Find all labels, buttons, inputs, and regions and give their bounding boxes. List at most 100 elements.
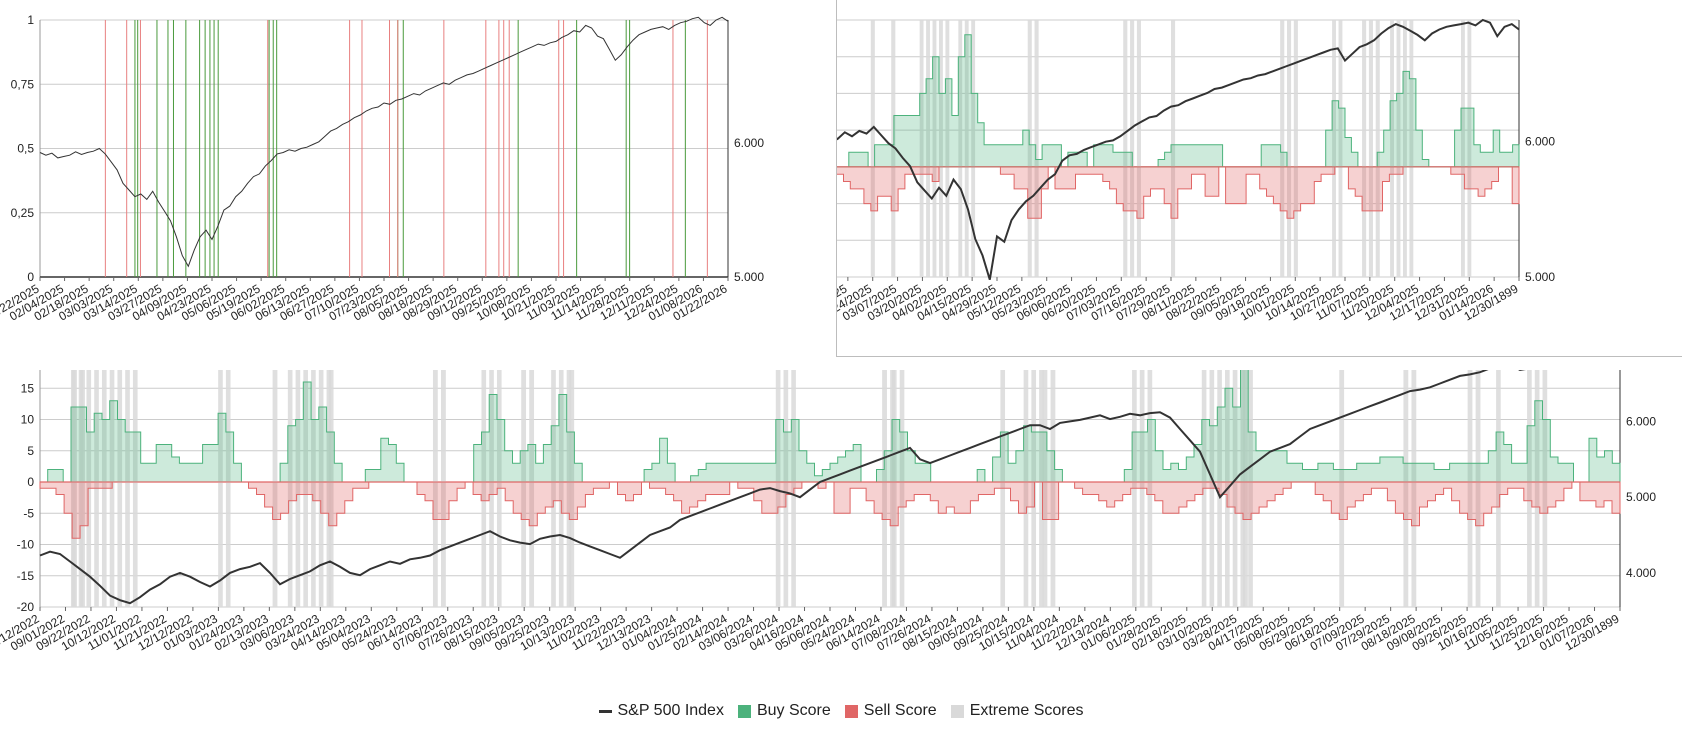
legend-item-sell[interactable]: Sell Score: [844, 702, 937, 720]
sp500-line: [39, 16, 729, 268]
extreme-band: [1375, 20, 1380, 277]
legend-swatch-buy: [737, 704, 751, 718]
extreme-band: [1123, 20, 1128, 277]
extreme-band: [1403, 20, 1407, 277]
extreme-band: [1467, 370, 1473, 607]
extreme-band: [218, 370, 223, 607]
legend-label-extreme: Extreme Scores: [969, 702, 1084, 719]
y-left-tick: 1: [27, 13, 34, 27]
chart-svg-1: 00,250,50,7515.0006.00001/22/202502/04/2…: [0, 13, 764, 324]
extreme-band: [1461, 20, 1465, 277]
extreme-band: [1027, 20, 1032, 277]
extreme-band: [1031, 370, 1037, 607]
extreme-band: [1411, 370, 1417, 607]
y-right-tick: 4.000: [1626, 566, 1656, 580]
extreme-band: [1368, 20, 1373, 277]
y-right-tick: 6.000: [1525, 135, 1555, 149]
extreme-band: [783, 370, 789, 607]
y-left-tick: 0,25: [11, 206, 35, 220]
extreme-band: [1409, 20, 1414, 277]
sell-score-area: [837, 166, 1520, 219]
extreme-band: [481, 370, 487, 607]
legend-label-sell: Sell Score: [863, 702, 937, 719]
extreme-band: [932, 20, 937, 277]
extreme-band: [945, 20, 950, 277]
y-right-tick: 6.000: [734, 136, 764, 150]
extreme-band: [272, 370, 278, 607]
y-left-tick: -15: [17, 569, 35, 583]
index-line-group: [39, 16, 729, 268]
extreme-band: [1467, 20, 1472, 277]
extreme-band: [870, 20, 875, 277]
buy-score-area: [837, 34, 1520, 168]
y-left-tick: -5: [23, 506, 34, 520]
extreme-band: [1023, 370, 1029, 607]
extreme-band: [1475, 370, 1481, 607]
extreme-band: [1496, 370, 1501, 607]
extreme-band: [939, 20, 943, 277]
chart-svg-2: 20151050-5-10-156.0005.00001/28/202502/1…: [837, 18, 1555, 324]
extreme-band: [1130, 20, 1135, 277]
extreme-band: [1034, 20, 1039, 277]
legend-swatch-sp500: [598, 709, 612, 713]
extreme-band: [1542, 370, 1548, 607]
legend-swatch-extreme: [950, 704, 964, 718]
index-line-group: [837, 18, 1520, 280]
extreme-band: [1217, 370, 1222, 607]
y-right-tick: 5.000: [1626, 490, 1656, 504]
extreme-band: [303, 370, 308, 607]
legend-swatch-sell: [844, 704, 858, 718]
extreme-band: [558, 370, 564, 607]
chart-scores-2025: 20151050-5-10-156.0005.00001/28/202502/1…: [836, 0, 1682, 357]
extreme-band: [566, 370, 572, 607]
y-left-tick: 0,75: [11, 77, 35, 91]
extreme-band: [125, 370, 130, 607]
grid: [39, 19, 729, 278]
legend-item-buy[interactable]: Buy Score: [737, 702, 831, 720]
index-line-group: [39, 370, 1527, 605]
y-left-tick: 5: [27, 444, 34, 458]
extreme-band: [971, 20, 976, 277]
extreme-bands: [870, 20, 1472, 277]
chart-sp500-signals-2025: 0 0,25 0,5 0,75 1 5.000 6.000 01/22/2025 02/04/2…: [0, 0, 780, 350]
extreme-band: [132, 370, 138, 607]
extreme-band: [521, 370, 527, 607]
score-areas: [39, 370, 1621, 539]
extreme-band: [489, 370, 494, 607]
extreme-band: [775, 370, 781, 607]
y-left-tick: 15: [21, 381, 35, 395]
extreme-band: [1136, 20, 1141, 277]
extreme-band: [1396, 20, 1401, 277]
extreme-bands: [104, 20, 708, 277]
y-right-tick: 5.000: [1525, 270, 1555, 284]
extreme-band: [569, 370, 575, 607]
extreme-band: [311, 370, 316, 607]
extreme-band: [1039, 370, 1044, 607]
y-left-tick: -10: [17, 538, 35, 552]
y-left-tick: 10: [21, 413, 35, 427]
y-left-tick: 0: [27, 475, 34, 489]
extreme-band: [551, 370, 556, 607]
extreme-band: [926, 20, 930, 277]
y-right-tick: 5.000: [734, 270, 764, 284]
chart-scores-2022-2026: 20151050-5-10-15-206.0005.0004.00008/12/…: [0, 370, 1682, 692]
extreme-band: [899, 370, 905, 607]
legend-item-sp500[interactable]: S&P 500 Index: [598, 702, 724, 720]
legend: S&P 500 Index Buy Score Sell Score Extre…: [0, 696, 1682, 726]
score-areas: [837, 34, 1520, 219]
extreme-band: [318, 370, 324, 607]
extreme-band: [1338, 20, 1343, 277]
extreme-band: [295, 370, 301, 607]
extreme-band: [964, 20, 969, 277]
extreme-band: [72, 370, 77, 607]
extreme-band: [1280, 20, 1285, 277]
extreme-band: [891, 20, 896, 277]
extreme-band: [1390, 20, 1394, 277]
legend-item-extreme[interactable]: Extreme Scores: [950, 702, 1084, 720]
extreme-band: [958, 20, 963, 277]
extreme-band: [328, 370, 334, 607]
y-right-tick: 6.000: [1626, 414, 1656, 428]
extreme-band: [890, 370, 895, 607]
extreme-band: [432, 370, 438, 607]
extreme-band: [1248, 370, 1253, 607]
